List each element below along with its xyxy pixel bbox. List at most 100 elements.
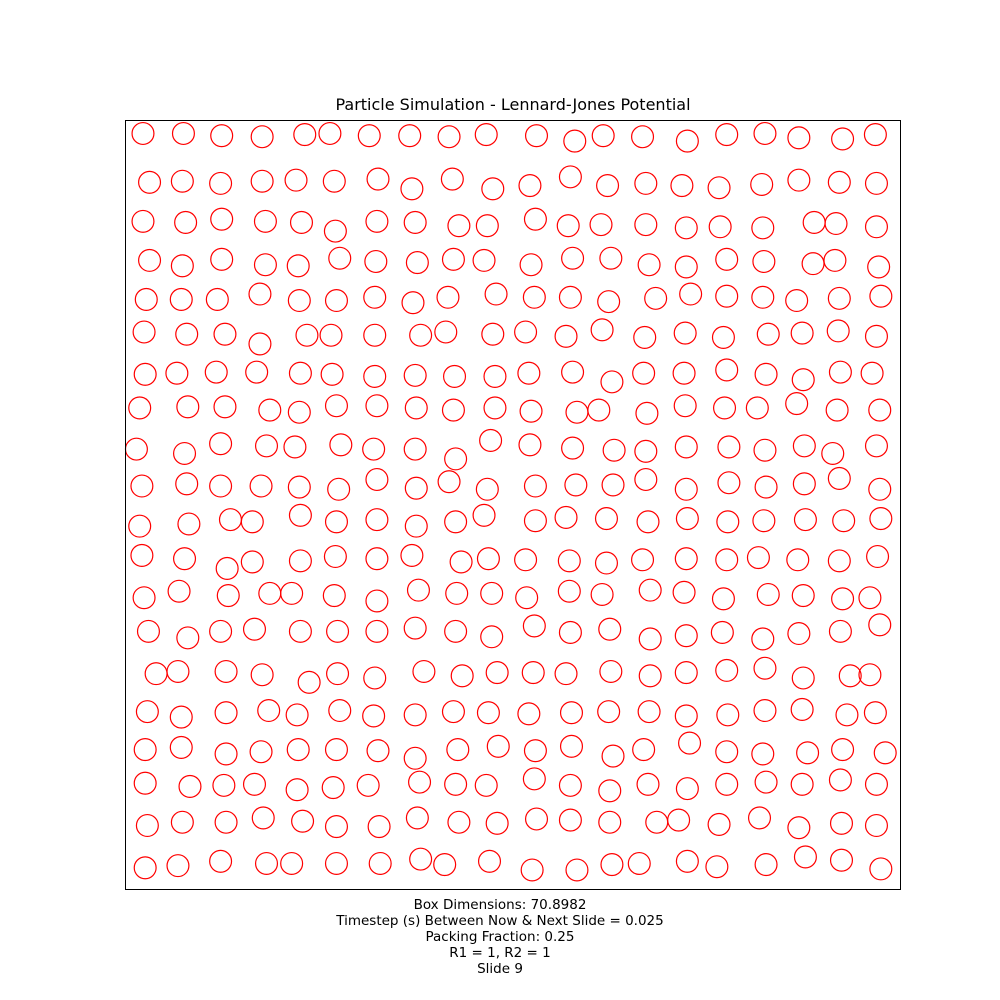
particle xyxy=(558,620,582,644)
particle xyxy=(791,666,815,690)
particles-layer xyxy=(124,121,897,882)
particle xyxy=(322,169,346,193)
particle xyxy=(485,661,509,685)
particle xyxy=(240,550,264,574)
particle xyxy=(715,284,739,308)
particle xyxy=(563,129,587,153)
particle xyxy=(134,287,158,311)
particle xyxy=(672,361,696,385)
particle xyxy=(169,735,193,759)
particle xyxy=(753,121,777,146)
particle xyxy=(365,467,389,492)
particle xyxy=(645,810,669,834)
particle xyxy=(644,286,668,310)
particle xyxy=(556,214,580,238)
particle xyxy=(633,325,657,349)
particle xyxy=(254,434,279,458)
particle xyxy=(128,514,152,538)
particle xyxy=(284,168,308,192)
particle xyxy=(176,626,200,650)
particle xyxy=(449,550,473,574)
particle xyxy=(322,584,346,608)
particle xyxy=(634,439,658,463)
particle xyxy=(483,364,507,388)
particle xyxy=(324,815,349,839)
particle xyxy=(707,812,731,836)
particle xyxy=(481,322,505,346)
particle xyxy=(752,509,776,533)
particle xyxy=(178,774,202,798)
particle xyxy=(447,810,471,834)
particle xyxy=(558,285,582,309)
particle xyxy=(711,325,735,349)
particle xyxy=(824,211,848,236)
particle xyxy=(864,813,888,838)
particle xyxy=(829,811,854,835)
particle xyxy=(287,400,311,424)
particle xyxy=(441,398,465,422)
packing-fraction-label: Packing Fraction: 0.25 xyxy=(425,929,575,945)
particle xyxy=(679,282,703,306)
particle xyxy=(404,514,428,538)
caption-block: Box Dimensions: 70.8982 Timestep (s) Bet… xyxy=(0,897,1000,977)
particle xyxy=(746,546,770,570)
particle xyxy=(324,851,349,875)
particle xyxy=(254,851,279,875)
particle xyxy=(214,810,238,834)
particle xyxy=(753,438,777,462)
particle xyxy=(444,619,468,643)
particle xyxy=(636,772,660,796)
particle xyxy=(365,619,389,643)
particle xyxy=(557,579,581,603)
particle xyxy=(710,620,734,644)
particle xyxy=(635,401,659,425)
particle xyxy=(787,168,811,192)
particle xyxy=(365,547,389,571)
particle xyxy=(558,165,582,189)
particle xyxy=(214,659,238,684)
particle xyxy=(245,360,269,384)
particle xyxy=(285,778,309,802)
particle xyxy=(133,856,157,880)
particle xyxy=(715,740,739,764)
particle xyxy=(321,776,345,800)
particle xyxy=(674,255,698,279)
particle xyxy=(787,816,811,840)
particle xyxy=(327,477,351,501)
particle xyxy=(518,174,542,198)
particle xyxy=(561,246,585,270)
particle xyxy=(745,396,769,420)
particle xyxy=(557,549,581,573)
particle xyxy=(864,434,888,458)
particle xyxy=(173,441,197,466)
particle xyxy=(251,806,275,830)
particle xyxy=(868,613,892,637)
particle xyxy=(175,472,199,496)
particle xyxy=(472,503,496,527)
particle xyxy=(716,510,740,534)
particle xyxy=(368,851,392,875)
particle xyxy=(365,209,389,233)
particle xyxy=(522,285,546,309)
particle xyxy=(751,742,775,766)
particle xyxy=(486,734,510,758)
particle xyxy=(477,849,502,873)
particle xyxy=(404,476,428,500)
particle xyxy=(597,700,621,724)
particle xyxy=(363,323,387,347)
particle xyxy=(715,548,739,572)
particle xyxy=(599,246,623,270)
particle xyxy=(594,507,618,531)
particle xyxy=(210,124,234,148)
particle xyxy=(827,286,851,310)
particle xyxy=(860,361,884,385)
particle xyxy=(868,398,892,422)
particle xyxy=(445,581,469,605)
particle xyxy=(594,551,618,575)
particle xyxy=(364,249,388,274)
particle xyxy=(524,124,549,148)
particle xyxy=(564,473,588,497)
particle xyxy=(280,581,304,605)
particle xyxy=(409,323,433,347)
particle xyxy=(436,285,460,309)
